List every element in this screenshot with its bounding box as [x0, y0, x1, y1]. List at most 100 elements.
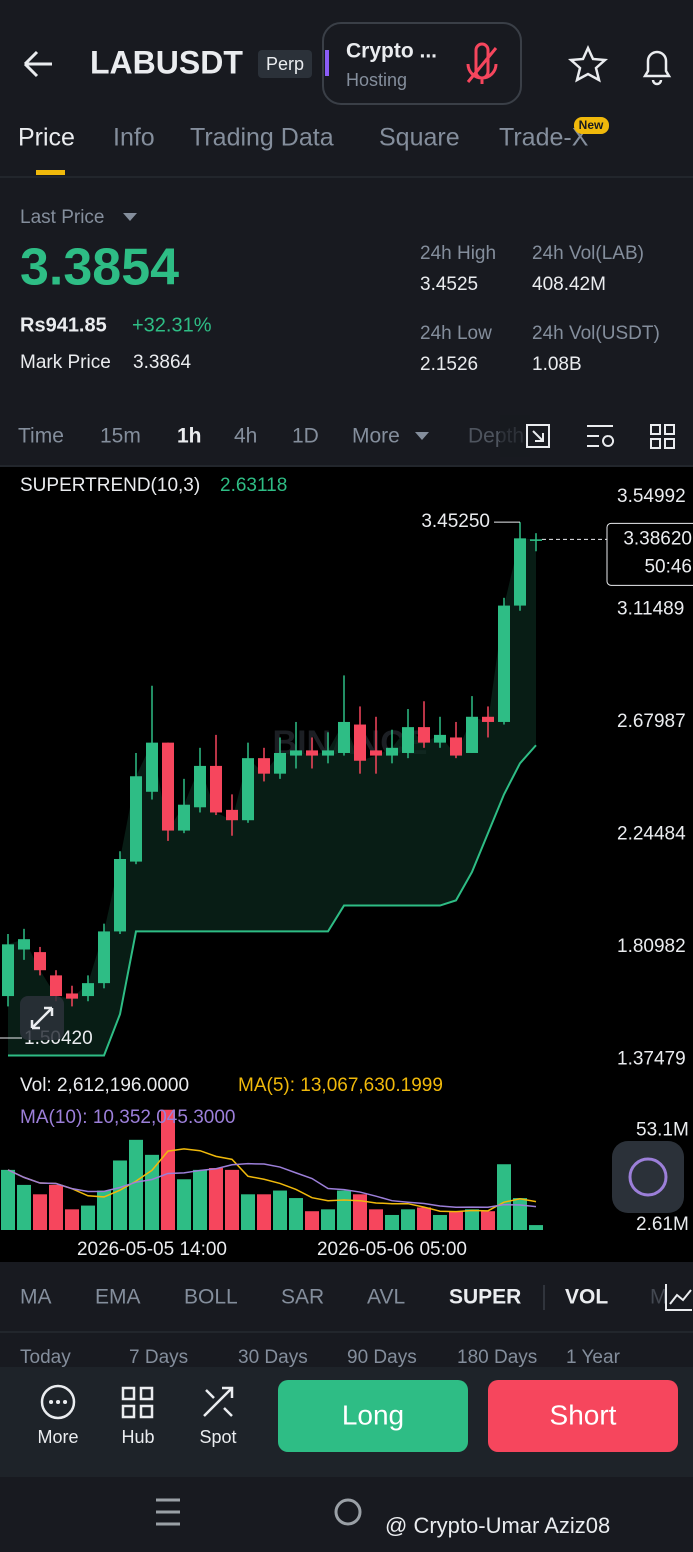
supertrend-label: SUPERTREND(10,3)	[20, 475, 200, 496]
volume-bar	[1, 1169, 15, 1230]
period[interactable]: 90 Days	[347, 1347, 417, 1368]
indicator[interactable]: SUPER	[449, 1286, 521, 1309]
last-price: 3.3854	[20, 239, 179, 297]
volume-bar	[417, 1207, 431, 1230]
expand-icon	[30, 1006, 54, 1030]
indicators: MA EMA BOLL SAR AVL SUPER VOL M	[20, 1286, 668, 1309]
period[interactable]: Today	[20, 1347, 71, 1368]
period[interactable]: 1 Year	[566, 1347, 621, 1368]
period[interactable]: 7 Days	[129, 1347, 188, 1368]
candle-body	[2, 944, 14, 997]
tab[interactable]: Info	[113, 124, 155, 152]
candle-body	[290, 750, 302, 756]
volume-bar	[353, 1194, 367, 1230]
badge: Perp	[266, 54, 304, 74]
settings-icon[interactable]	[587, 425, 615, 447]
tab[interactable]: Square	[379, 124, 460, 152]
y-tick-label: 2.67987	[617, 711, 686, 732]
bell-icon[interactable]	[642, 50, 672, 86]
candle-body	[82, 983, 94, 997]
periods: Today 7 Days 30 Days 90 Days 180 Days 1 Year	[20, 1347, 621, 1368]
last-price-label: Last Price	[20, 207, 104, 228]
interval[interactable]: 1h	[177, 425, 202, 448]
volume-bar	[289, 1198, 303, 1230]
more-label: More	[37, 1427, 78, 1447]
candle-body	[338, 721, 350, 753]
indicator[interactable]: VOL	[565, 1286, 608, 1309]
supertrend-value: 2.63118	[220, 475, 287, 496]
candle-body	[194, 765, 206, 808]
indicator[interactable]: AVL	[367, 1286, 405, 1309]
fade	[500, 415, 530, 457]
symbol: LABUSDT	[90, 44, 243, 80]
volume-bar	[65, 1209, 79, 1230]
stat-value: 408.42M	[532, 274, 606, 295]
price-tag-value: 3.38620	[623, 528, 692, 549]
short-button[interactable]	[488, 1380, 678, 1452]
volume-bar	[449, 1211, 463, 1230]
candle-body	[146, 742, 158, 792]
candle-body	[226, 809, 238, 821]
mic-off-icon[interactable]	[466, 42, 498, 84]
candle-body	[306, 750, 318, 756]
y-tick-label: 1.80982	[617, 936, 686, 957]
indicator[interactable]: SAR	[281, 1286, 324, 1309]
new-badge-bg	[574, 117, 609, 134]
caret	[123, 213, 137, 221]
candle-body	[34, 952, 46, 971]
long-button[interactable]	[278, 1380, 468, 1452]
recents-button[interactable]	[156, 1498, 180, 1526]
tab[interactable]: Trade-X	[499, 124, 589, 152]
home-button[interactable]	[334, 1498, 362, 1526]
ai-button[interactable]	[612, 1141, 684, 1213]
favorite-icon[interactable]	[567, 44, 609, 83]
candle-body	[18, 939, 30, 950]
fullscreen-icon[interactable]	[526, 424, 550, 448]
period[interactable]: 180 Days	[457, 1347, 537, 1368]
candle-body	[386, 747, 398, 756]
chart-icon[interactable]	[665, 1284, 692, 1311]
candle-body	[98, 931, 110, 984]
interval[interactable]: Time	[18, 425, 64, 448]
volume-bar	[81, 1205, 95, 1230]
indicator[interactable]: MA	[20, 1286, 52, 1309]
caret	[415, 432, 429, 440]
live-pill[interactable]	[322, 22, 522, 105]
volume-bar	[177, 1179, 191, 1230]
indicator[interactable]: EMA	[95, 1286, 141, 1309]
volume-bar	[369, 1209, 383, 1230]
tab[interactable]: Trading Data	[190, 124, 334, 152]
spot-icon[interactable]	[203, 1386, 234, 1417]
layout-icon[interactable]	[650, 424, 675, 449]
volume-bar	[273, 1190, 287, 1230]
interval[interactable]: More	[352, 425, 400, 448]
ma5-label: MA(5): 13,067,630.1999	[238, 1075, 443, 1096]
new-badge: New	[579, 118, 604, 132]
more-icon[interactable]	[40, 1384, 76, 1420]
spot-label: Spot	[199, 1427, 236, 1447]
candle-body	[258, 758, 270, 774]
back-button[interactable]	[23, 50, 52, 78]
candle-body	[114, 859, 126, 932]
candle-body	[370, 750, 382, 756]
tab[interactable]: Price	[18, 124, 75, 152]
supertrend-fill	[8, 538, 536, 1056]
interval[interactable]: 4h	[234, 425, 257, 448]
interval[interactable]: 15m	[100, 425, 141, 448]
ma-line	[7, 1148, 537, 1213]
indicator[interactable]: M	[650, 1286, 668, 1309]
ma-line	[7, 1162, 537, 1209]
y-tick-label: 3.54992	[617, 486, 686, 507]
period[interactable]: 30 Days	[238, 1347, 308, 1368]
volume-bar	[209, 1168, 223, 1230]
volume-bar	[433, 1214, 447, 1230]
volume-bar	[241, 1194, 255, 1230]
hub-icon[interactable]	[121, 1386, 154, 1419]
candle-body	[450, 737, 462, 756]
stat-label: 24h Vol(USDT)	[532, 323, 660, 344]
interval[interactable]: 1D	[292, 425, 319, 448]
candle-body	[66, 993, 78, 999]
indicator[interactable]: BOLL	[184, 1286, 238, 1309]
